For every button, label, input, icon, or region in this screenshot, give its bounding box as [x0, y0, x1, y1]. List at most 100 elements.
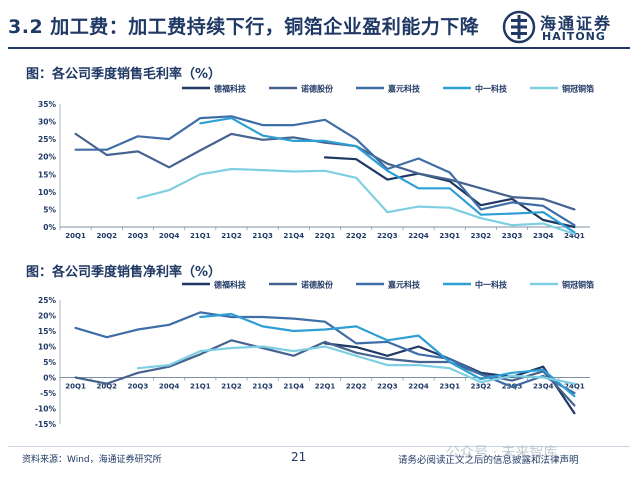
- x-tick-label: 22Q4: [408, 232, 429, 240]
- x-tick-label: 21Q1: [190, 383, 211, 391]
- page-title: 3.2 加工费：加工费持续下行，铜箔企业盈利能力下降: [8, 16, 480, 38]
- series-line: [74, 339, 576, 407]
- y-axis: 0% 5% 10% 15% 20% 25% 30% 35%: [38, 100, 61, 232]
- x-tick-label: 21Q1: [190, 232, 211, 240]
- legend-item: 嘉元科技: [356, 84, 421, 94]
- series-铜冠铜箔: [136, 167, 576, 236]
- x-tick-label: 23Q2: [471, 232, 492, 240]
- series-中一科技: [199, 312, 576, 398]
- page-number: 21: [291, 450, 307, 464]
- series-line: [136, 167, 576, 236]
- x-tick-label: 20Q2: [96, 383, 117, 391]
- series-诺德股份: [74, 132, 576, 211]
- source-note: 资料来源：Wind，海通证券研究所: [22, 455, 162, 465]
- x-tick-label: 22Q4: [408, 383, 429, 391]
- logo: 海通证券 HAITONG: [502, 10, 622, 46]
- legend-item: 嘉元科技: [356, 280, 421, 290]
- x-tick-label: 24Q1: [564, 232, 585, 240]
- legend-label: 诺德股份: [301, 84, 334, 94]
- y-tick-label: 15%: [38, 170, 56, 179]
- legend-label: 诺德股份: [301, 280, 334, 290]
- series-line: [199, 117, 576, 234]
- legend-label: 嘉元科技: [387, 84, 421, 94]
- x-tick-label: 22Q2: [346, 383, 367, 391]
- x-tick-label: 20Q3: [128, 383, 149, 391]
- y-tick-label: -5%: [40, 389, 56, 398]
- logo-text-cn: 海通证券: [540, 14, 613, 33]
- legend-label: 铜冠铜箔: [562, 280, 594, 290]
- legend: 德福科技 诺德股份 嘉元科技 中一科技 铜冠铜箔: [182, 84, 594, 94]
- x-tick-label: 22Q1: [315, 232, 336, 240]
- x-tick-label: 22Q3: [377, 232, 398, 240]
- x-tick-label: 21Q2: [221, 383, 242, 391]
- legend-item: 铜冠铜箔: [530, 280, 594, 290]
- net-margin-chart: 德福科技 诺德股份 嘉元科技 中一科技 铜冠铜箔 -15% -10% -5% 0% 5% 10% 15…: [35, 280, 594, 430]
- x-tick-label: 21Q4: [284, 232, 305, 240]
- legend-label: 德福科技: [214, 280, 247, 290]
- series-line: [323, 156, 576, 229]
- disclaimer: 请务必阅读正文之后的信息披露和法律声明: [398, 455, 579, 466]
- legend-label: 中一科技: [475, 84, 508, 94]
- haitong-logo-icon: [502, 10, 536, 44]
- y-tick-label: 5%: [43, 358, 56, 367]
- legend: 德福科技 诺德股份 嘉元科技 中一科技 铜冠铜箔: [182, 280, 594, 290]
- legend-label: 中一科技: [475, 280, 508, 290]
- y-axis: -15% -10% -5% 0% 5% 10% 15% 20% 25%: [35, 296, 61, 429]
- x-tick-label: 20Q1: [65, 232, 86, 240]
- legend-label: 德福科技: [214, 84, 247, 94]
- series-中一科技: [199, 117, 576, 234]
- legend-item: 中一科技: [443, 84, 508, 94]
- x-axis: 20Q1 20Q2 20Q3 20Q4 21Q1 21Q2 21Q3 21Q4 22Q1 22Q2…: [59, 377, 585, 391]
- series-德福科技: [323, 156, 576, 229]
- y-tick-label: 0%: [43, 223, 56, 232]
- y-tick-label: 5%: [43, 205, 56, 214]
- watermark: 公众号 · 未来智库: [446, 445, 558, 461]
- series-line: [74, 311, 576, 395]
- y-tick-label: 35%: [38, 100, 56, 109]
- series-嘉元科技: [74, 311, 576, 395]
- gross-margin-chart: 德福科技 诺德股份 嘉元科技 中一科技 铜冠铜箔 0% 5% 10% 15% 20% 25% 30% 3…: [38, 84, 594, 241]
- x-tick-label: 21Q2: [221, 232, 242, 240]
- x-tick-label: 22Q3: [377, 383, 398, 391]
- x-tick-label: 23Q4: [533, 232, 554, 240]
- legend-item: 诺德股份: [269, 84, 334, 94]
- x-tick-label: 20Q1: [65, 383, 86, 391]
- x-tick-label: 23Q3: [502, 232, 523, 240]
- y-tick-label: 20%: [38, 153, 56, 162]
- x-tick-label: 23Q4: [533, 383, 554, 391]
- series-诺德股份: [74, 339, 576, 407]
- legend-item: 德福科技: [182, 280, 247, 290]
- x-tick-label: 21Q3: [252, 383, 273, 391]
- footer-divider: [8, 446, 630, 447]
- x-tick-label: 22Q2: [346, 232, 367, 240]
- x-tick-label: 20Q2: [96, 232, 117, 240]
- x-tick-label: 20Q4: [159, 232, 180, 240]
- y-tick-label: 10%: [38, 188, 56, 197]
- legend-item: 中一科技: [443, 280, 508, 290]
- y-tick-label: 10%: [38, 343, 56, 352]
- y-tick-label: 20%: [38, 312, 56, 321]
- chart-2-title: 图：各公司季度销售净利率（%）: [26, 265, 222, 280]
- y-tick-label: 15%: [38, 327, 56, 336]
- y-tick-label: 25%: [38, 135, 56, 144]
- y-tick-label: -15%: [35, 420, 57, 429]
- x-tick-label: 24Q1: [564, 383, 585, 391]
- x-tick-label: 20Q3: [128, 232, 149, 240]
- y-tick-label: 30%: [38, 118, 56, 127]
- y-tick-label: 25%: [38, 296, 56, 305]
- x-tick-label: 23Q1: [439, 383, 460, 391]
- series-铜冠铜箔: [136, 345, 576, 385]
- legend-label: 铜冠铜箔: [562, 84, 594, 94]
- y-tick-label: -10%: [35, 405, 57, 414]
- title-divider: [8, 47, 630, 49]
- legend-label: 嘉元科技: [387, 280, 421, 290]
- x-tick-label: 21Q3: [252, 232, 273, 240]
- legend-item: 铜冠铜箔: [530, 84, 594, 94]
- x-tick-label: 23Q2: [471, 383, 492, 391]
- logo-text-en: HAITONG: [542, 30, 606, 43]
- x-tick-label: 20Q4: [159, 383, 180, 391]
- x-axis: 20Q1 20Q2 20Q3 20Q4 21Q1 21Q2 21Q3 21Q4 22Q1 22Q2…: [59, 227, 585, 240]
- x-tick-label: 21Q4: [284, 383, 305, 391]
- chart-1-title: 图：各公司季度销售毛利率（%）: [26, 67, 222, 82]
- y-tick-label: 0%: [43, 374, 56, 383]
